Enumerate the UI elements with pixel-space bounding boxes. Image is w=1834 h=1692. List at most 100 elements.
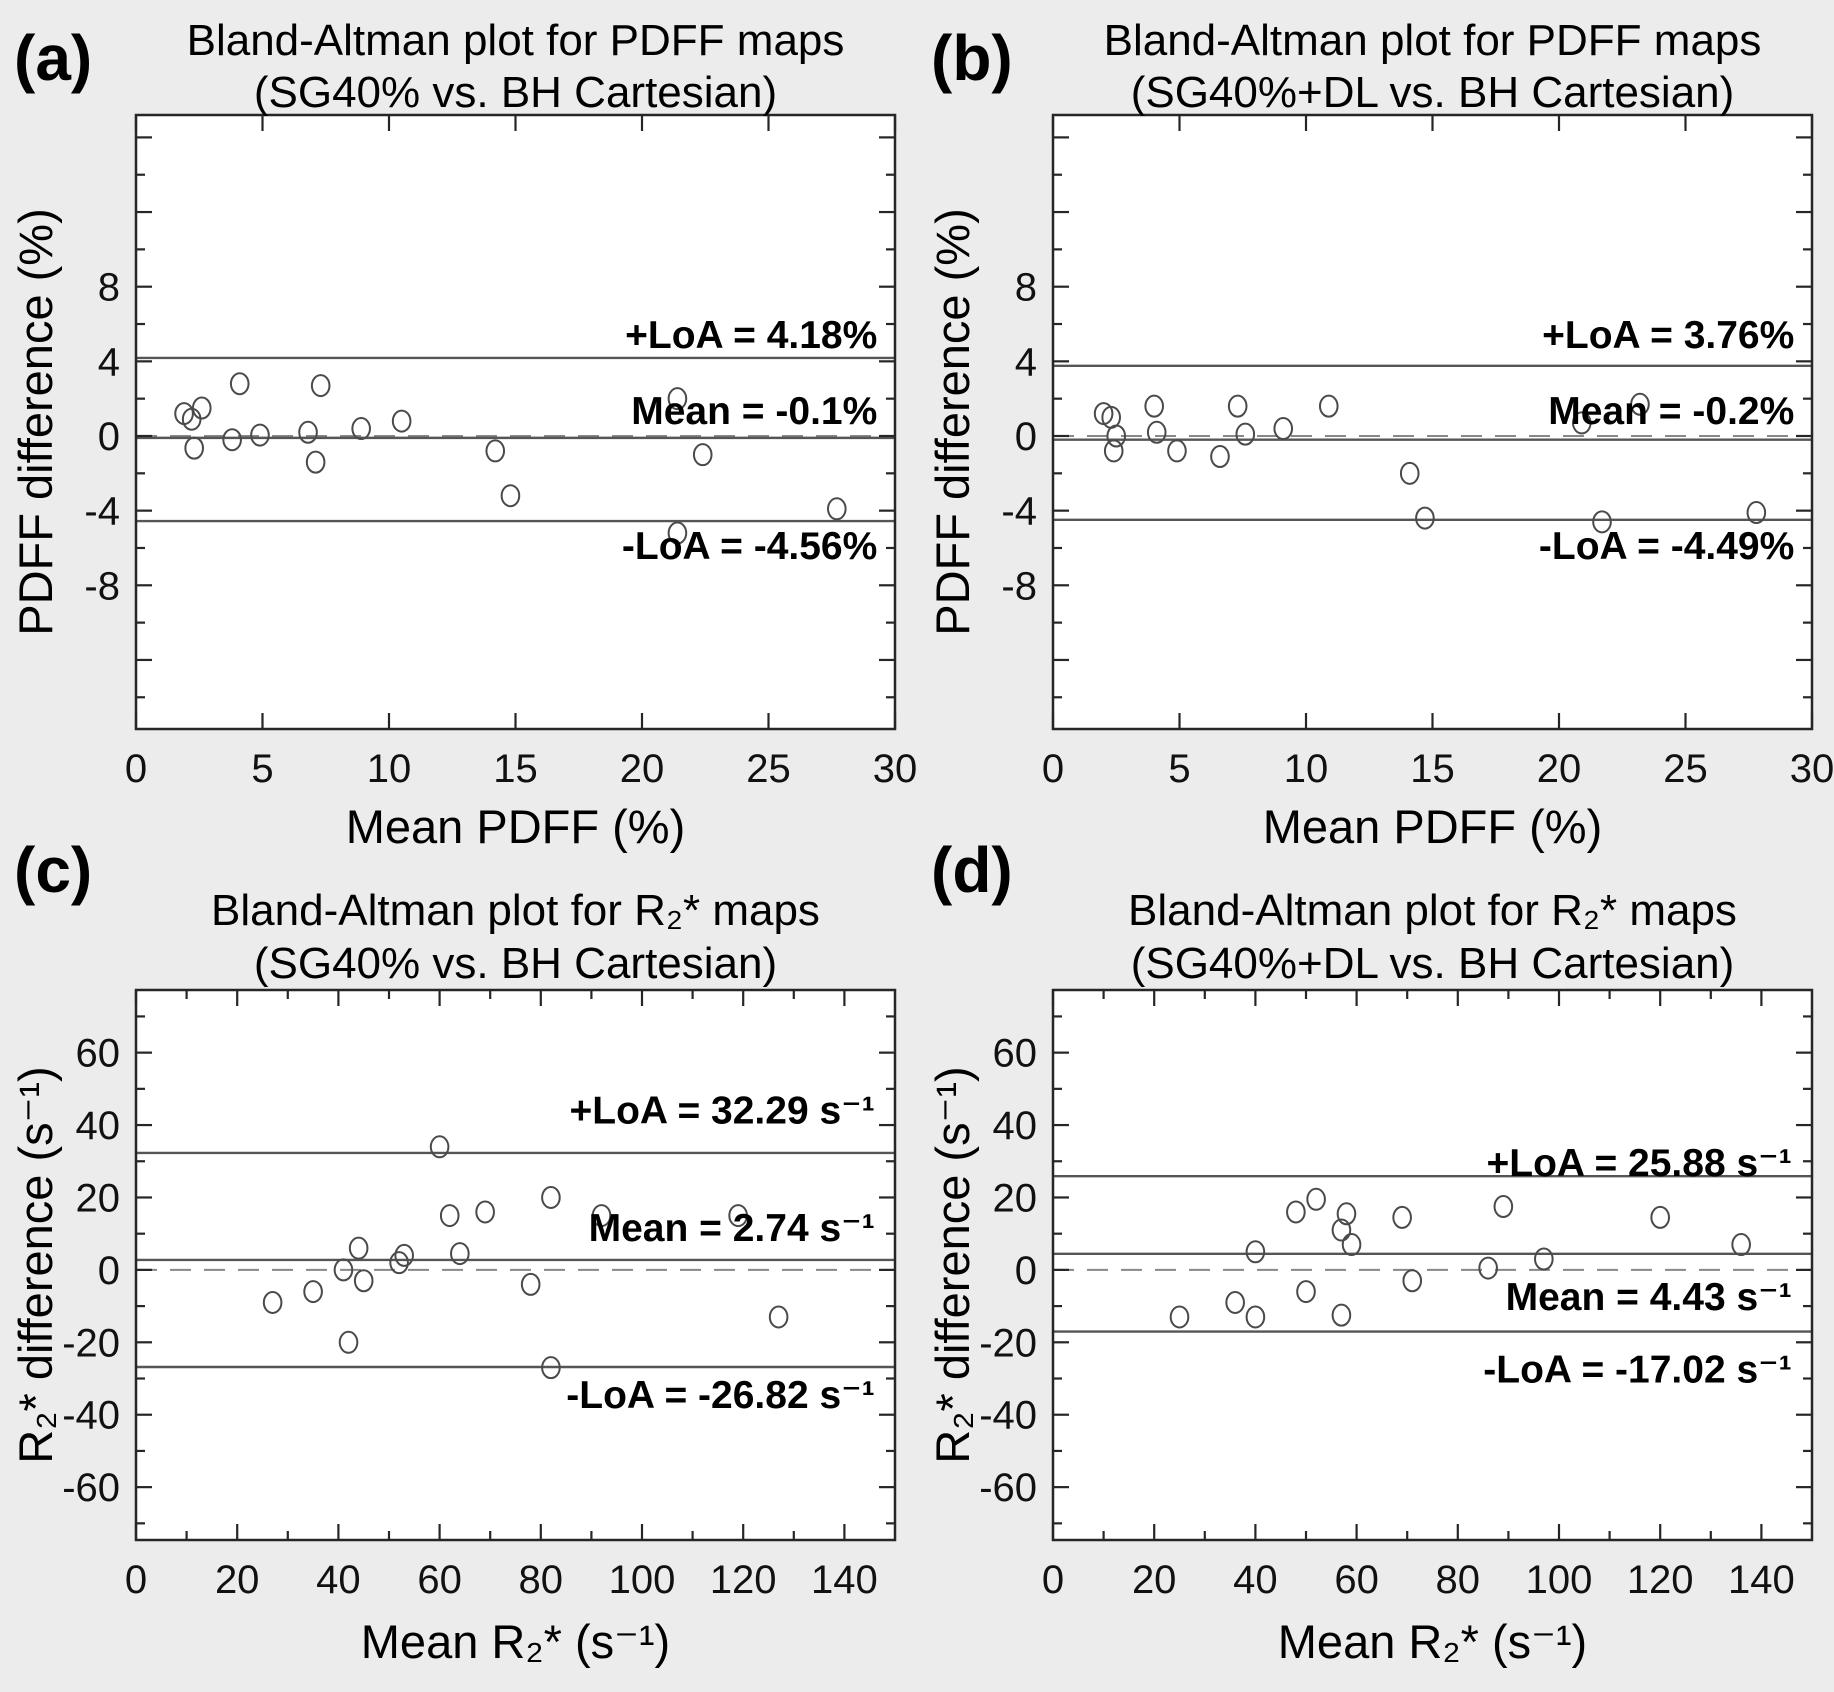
- lower-loa-annotation: -LoA = -4.56%: [622, 525, 877, 568]
- y-tick-label: 0: [1015, 415, 1037, 459]
- y-tick-label: 4: [98, 340, 120, 384]
- scatter-point: [1331, 1303, 1352, 1327]
- scatter-point: [485, 439, 506, 463]
- x-axis-label: Mean R₂* (s⁻¹): [361, 1615, 670, 1668]
- scatter-point: [1493, 1195, 1514, 1219]
- scatter-point: [262, 1290, 283, 1314]
- plot-border: [134, 113, 897, 731]
- x-tick-label: 0: [125, 1558, 147, 1602]
- scatter-point: [250, 423, 270, 447]
- x-tick-label: 30: [873, 747, 918, 791]
- y-axis-label: R₂* difference (s⁻¹): [926, 1066, 979, 1463]
- y-tick-label: 0: [98, 415, 120, 459]
- plot-border: [1051, 113, 1814, 731]
- panel-c: 0 20 40 60 80 100 120 140 -60 -40 -20 0 20 40 60 (c) B…: [9, 834, 897, 1668]
- x-tick-label: 40: [316, 1558, 361, 1602]
- x-tick-label: 60: [417, 1558, 462, 1602]
- y-tick-label: 8: [1015, 266, 1037, 310]
- corner-label: (d): [931, 834, 1013, 906]
- x-tick-label: 20: [215, 1558, 260, 1602]
- scatter-point: [1210, 445, 1230, 469]
- scatter-point: [475, 1200, 495, 1224]
- scatter-point: [1235, 422, 1256, 446]
- panel-a: 0 5 10 15 20 25 30 -8 -4 0 4 8 (a) Bland-Altman plo…: [9, 16, 917, 853]
- plot-background: [136, 115, 895, 729]
- y-tick-label: -8: [84, 564, 120, 608]
- x-tick-label: 25: [1663, 747, 1708, 791]
- scatter-point: [222, 428, 242, 452]
- y-tick-label: 60: [76, 1032, 121, 1076]
- scatter-point: [1478, 1256, 1498, 1280]
- scatter-point: [541, 1356, 561, 1380]
- y-tick-label: 8: [98, 266, 120, 310]
- y-tick-label: -4: [1001, 490, 1037, 534]
- y-tick-label: 60: [993, 1032, 1038, 1076]
- scatter-point: [728, 1204, 748, 1228]
- scatter-point: [1103, 439, 1124, 463]
- scatter-point: [1731, 1233, 1751, 1257]
- x-tick-label: 80: [519, 1558, 564, 1602]
- panel-title-line2: (SG40%+DL vs. BH Cartesian): [1131, 939, 1735, 988]
- y-axis-label: PDFF difference (%): [926, 208, 979, 635]
- x-tick-label: 140: [1728, 1558, 1795, 1602]
- x-tick-label: 0: [125, 747, 147, 791]
- scatter-point: [1227, 394, 1248, 418]
- scatter-point: [1318, 394, 1339, 418]
- scatter-point: [1402, 1269, 1423, 1293]
- scatter-point: [191, 396, 212, 420]
- scatter-point: [692, 443, 713, 467]
- x-tick-label: 120: [710, 1558, 777, 1602]
- scatter-point: [353, 1269, 374, 1293]
- scatter-point: [229, 372, 250, 396]
- scatter-point: [827, 497, 847, 521]
- plot-border: [134, 988, 897, 1542]
- y-tick-label: -60: [979, 1466, 1037, 1510]
- scatter-point: [351, 417, 371, 441]
- scatter-point: [391, 409, 412, 433]
- scatter-point: [348, 1236, 369, 1260]
- scatter-point: [1296, 1280, 1316, 1304]
- y-tick-label: 20: [993, 1176, 1038, 1220]
- panel-title-line1: Bland-Altman plot for PDFF maps: [187, 16, 845, 65]
- mean-annotation: Mean = -0.2%: [1548, 390, 1794, 433]
- y-tick-label: -40: [62, 1394, 120, 1438]
- scatter-point: [500, 484, 521, 508]
- plot-area: 0 20 40 60 80 100 120 140 -60 -40 -20 0 20 40 60: [62, 988, 897, 1602]
- x-tick-label: 15: [493, 747, 538, 791]
- scatter-point: [1245, 1305, 1266, 1329]
- scatter-point: [1650, 1205, 1670, 1229]
- x-tick-label: 0: [1042, 747, 1064, 791]
- x-tick-label: 15: [1410, 747, 1455, 791]
- y-tick-label: -60: [62, 1466, 120, 1510]
- scatter-point: [338, 1330, 359, 1354]
- x-tick-label: 100: [1526, 1558, 1593, 1602]
- x-tick-label: 140: [811, 1558, 878, 1602]
- upper-loa-annotation: +LoA = 3.76%: [1542, 314, 1794, 357]
- scatter-point: [333, 1258, 354, 1282]
- x-tick-label: 20: [620, 747, 665, 791]
- scatter-point: [1630, 392, 1650, 416]
- y-tick-label: 40: [76, 1104, 121, 1148]
- scatter-point: [184, 436, 204, 460]
- plot-area: 0 5 10 15 20 25 30 -8 -4 0 4 8: [84, 113, 918, 791]
- scatter-point: [439, 1204, 460, 1228]
- y-tick-label: -20: [62, 1321, 120, 1365]
- scatter-point: [389, 1251, 409, 1275]
- panel-b: 0 5 10 15 20 25 30 -8 -4 0 4 8 (b) Bland-Altman plo…: [926, 16, 1834, 853]
- scatter-point: [1534, 1247, 1554, 1271]
- plot-background: [1053, 115, 1812, 729]
- scatter-point: [298, 420, 318, 444]
- scatter-point: [1245, 1240, 1266, 1264]
- mean-annotation: Mean = 4.43 s⁻¹: [1506, 1276, 1792, 1319]
- y-tick-label: 0: [1015, 1249, 1037, 1293]
- panel-title-line1: Bland-Altman plot for PDFF maps: [1104, 16, 1762, 65]
- panel-d: 0 20 40 60 80 100 120 140 -60 -40 -20 0 20 40 60 (d) B…: [926, 834, 1814, 1668]
- mean-annotation: Mean = 2.74 s⁻¹: [589, 1207, 875, 1250]
- scatter-point: [1106, 424, 1127, 448]
- scatter-point: [1169, 1305, 1190, 1329]
- mean-annotation: Mean = -0.1%: [631, 390, 877, 433]
- scatter-point: [591, 1204, 612, 1228]
- plot-area: 0 20 40 60 80 100 120 140 -60 -40 -20 0 20 40 60: [979, 988, 1814, 1602]
